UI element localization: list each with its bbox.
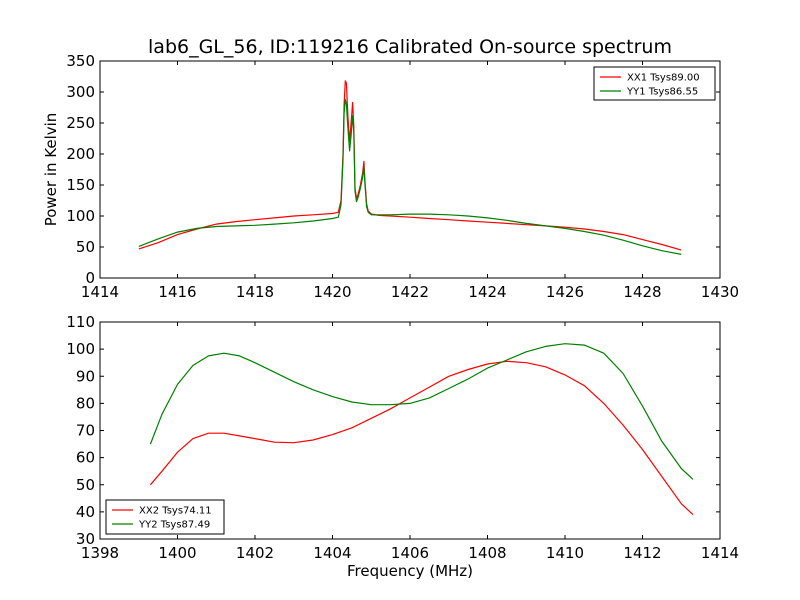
x-tick-label: 1422 (391, 283, 429, 301)
x-tick-label: 1414 (81, 283, 119, 301)
series-line-1-1 (138, 80, 682, 251)
x-tick-label: 1412 (623, 544, 661, 562)
x-tick-label: 1402 (236, 544, 274, 562)
legend-label: YY2 Tsys87.49 (138, 520, 210, 531)
x-tick-label: 1420 (313, 283, 351, 301)
x-tick-label: 1406 (391, 544, 429, 562)
series-line-2-1 (149, 360, 694, 516)
legend-label: YY1 Tsys86.55 (626, 87, 698, 98)
y-tick-label: 30 (76, 530, 95, 548)
legend-label: XX2 Tsys74.11 (139, 506, 212, 517)
bottom-subplot: 1398 1400 1402 1404 1406 1408 1410 1412 1414 30 40… (66, 313, 739, 562)
series-line-1-2 (138, 98, 682, 255)
x-axis-label: Frequency (MHz) (347, 562, 473, 580)
y-axis-label: Power in Kelvin (42, 113, 60, 227)
y-tick-label: 0 (85, 269, 95, 287)
y-tick-label: 350 (66, 52, 95, 70)
x-tick-label: 1428 (623, 283, 661, 301)
y-tick-label: 50 (76, 238, 95, 256)
legend-label: XX1 Tsys89.00 (627, 73, 700, 84)
y-tick-label: 150 (66, 176, 95, 194)
legend-box-1 (593, 66, 716, 101)
y-tick-label: 90 (76, 367, 95, 385)
top-subplot: 1414 1416 1418 1420 1422 1424 1426 1428 1430 0 50 1… (42, 52, 739, 301)
x-tick-label: 1426 (546, 283, 584, 301)
chart-title: lab6_GL_56, ID:119216 Calibrated On-sour… (148, 36, 672, 58)
x-tick-label: 1400 (158, 544, 196, 562)
y-tick-label: 250 (66, 114, 95, 132)
x-tick-label: 1404 (313, 544, 351, 562)
y-tick-label: 60 (76, 449, 95, 467)
y-tick-label: 110 (66, 313, 95, 331)
y-tick-label: 100 (66, 207, 95, 225)
y-tick-label: 200 (66, 145, 95, 163)
y-tick-label: 40 (76, 503, 95, 521)
y-tick-label: 100 (66, 340, 95, 358)
x-tick-label: 1410 (546, 544, 584, 562)
y-tick-label: 80 (76, 394, 95, 412)
legend-box-2 (105, 499, 225, 535)
x-tick-label: 1418 (236, 283, 274, 301)
x-tick-label: 1416 (158, 283, 196, 301)
x-tick-label: 1430 (701, 283, 739, 301)
x-tick-label: 1414 (701, 544, 739, 562)
series-line-2-2 (149, 343, 694, 480)
x-tick-label: 1398 (81, 544, 119, 562)
x-tick-label: 1424 (468, 283, 506, 301)
y-tick-label: 50 (76, 476, 95, 494)
x-tick-label: 1408 (468, 544, 506, 562)
y-tick-label: 70 (76, 422, 95, 440)
y-tick-label: 300 (66, 83, 95, 101)
